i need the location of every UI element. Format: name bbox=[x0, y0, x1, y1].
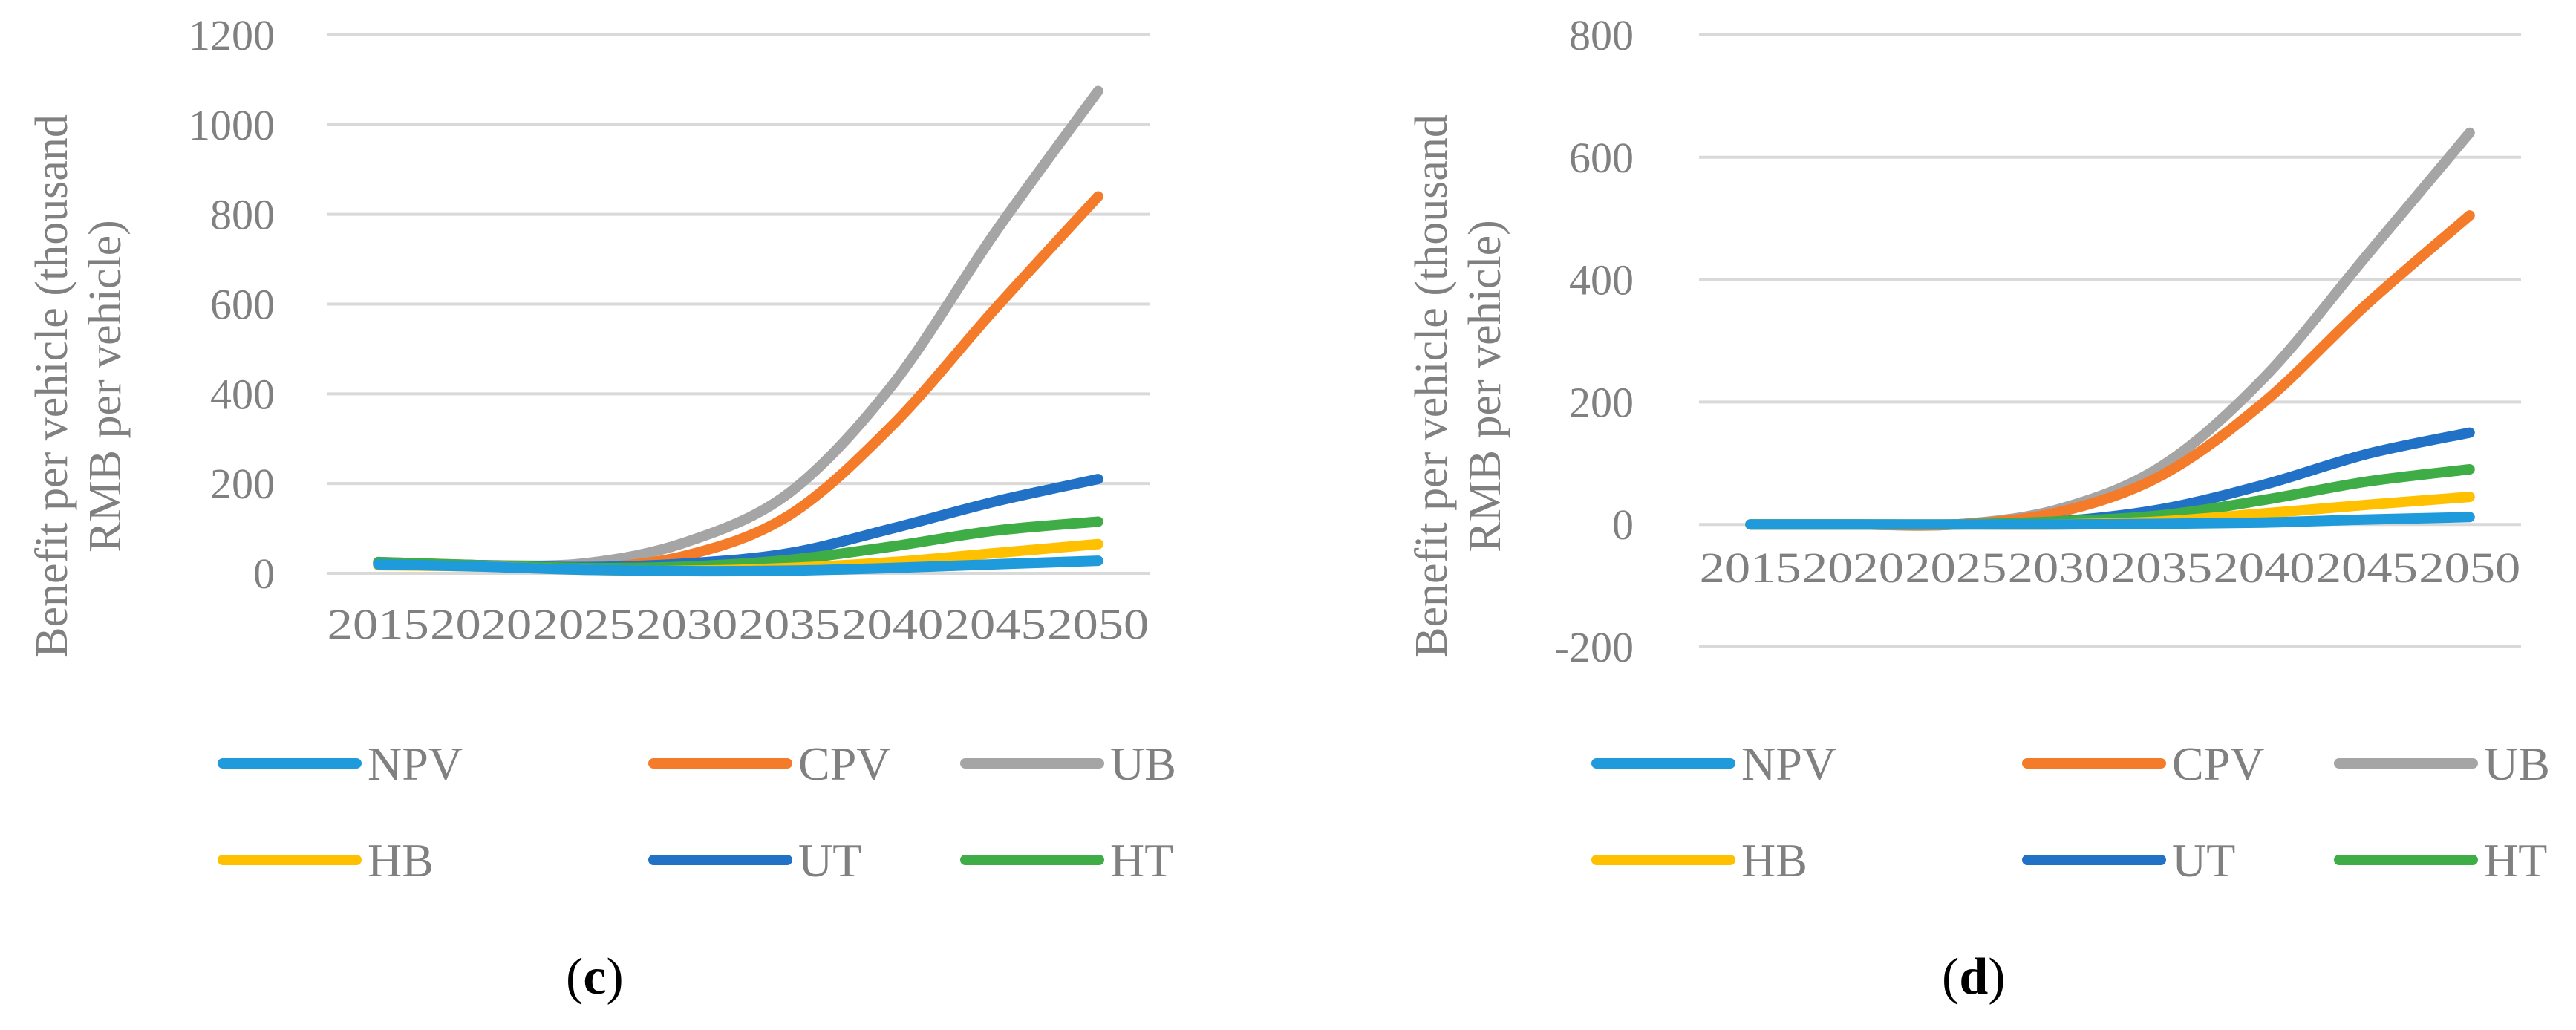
x-tick-label: 2015 bbox=[1700, 544, 1801, 592]
caption-close: ) bbox=[1988, 948, 2005, 1005]
y-tick-label: 200 bbox=[1569, 378, 1634, 426]
legend-label-ht: HT bbox=[1110, 834, 1173, 887]
y-axis-label: RMB per vehicle) bbox=[80, 220, 131, 553]
x-tick-label: 2020 bbox=[1802, 544, 1904, 592]
x-tick-label: 2025 bbox=[1905, 544, 2006, 592]
figure-caption: (c) bbox=[566, 948, 624, 1005]
legend-label-ut: UT bbox=[798, 834, 861, 887]
y-tick-label: -200 bbox=[1555, 623, 1634, 671]
legend-label-ub: UB bbox=[1110, 737, 1176, 790]
y-tick-label: 1200 bbox=[189, 11, 275, 59]
x-tick-label: 2035 bbox=[2110, 544, 2212, 592]
series-line-ub bbox=[1745, 127, 2475, 531]
legend-label-ht: HT bbox=[2484, 834, 2547, 887]
y-tick-label: 1000 bbox=[189, 101, 275, 149]
legend-label-npv: NPV bbox=[1741, 737, 1836, 790]
x-tick-label: 2050 bbox=[1047, 600, 1149, 648]
y-tick-label: 800 bbox=[210, 191, 275, 239]
y-tick-label: 600 bbox=[1569, 134, 1634, 182]
legend-label-cpv: CPV bbox=[2172, 737, 2265, 790]
x-tick-label: 2040 bbox=[841, 600, 943, 648]
x-tick-label: 2015 bbox=[327, 600, 429, 648]
x-tick-label: 2040 bbox=[2214, 544, 2315, 592]
series-line-npv bbox=[373, 555, 1103, 577]
y-tick-label: 600 bbox=[210, 281, 275, 329]
x-tick-label: 2025 bbox=[533, 600, 635, 648]
series-line-npv bbox=[1745, 512, 2475, 530]
legend-label-hb: HB bbox=[368, 834, 434, 887]
y-tick-label: 0 bbox=[1612, 501, 1634, 549]
y-tick-label: 0 bbox=[253, 550, 275, 598]
legend-label-ub: UB bbox=[2484, 737, 2550, 790]
x-tick-label: 2050 bbox=[2419, 544, 2520, 592]
x-tick-label: 2045 bbox=[945, 600, 1046, 648]
chart-c: 0 200 400 600 800 1000 1200 2015 2020 2025 2030 203… bbox=[27, 11, 1176, 1005]
y-tick-label: 400 bbox=[210, 370, 275, 418]
x-tick-label: 2020 bbox=[430, 600, 532, 648]
x-tick-label: 2030 bbox=[2008, 544, 2110, 592]
x-tick-label: 2045 bbox=[2316, 544, 2418, 592]
figure-caption: (d) bbox=[1942, 948, 2006, 1005]
caption-letter: c bbox=[583, 948, 606, 1005]
legend-label-cpv: CPV bbox=[798, 737, 891, 790]
y-axis-label: Benefit per vehicle (thousand bbox=[1406, 114, 1457, 658]
series-line-cpv bbox=[373, 191, 1103, 574]
caption-close: ) bbox=[606, 948, 623, 1005]
series-line-ub bbox=[373, 85, 1103, 571]
y-tick-label: 200 bbox=[210, 460, 275, 508]
caption-letter: d bbox=[1959, 948, 1988, 1005]
y-tick-label: 400 bbox=[1569, 256, 1634, 304]
caption-open: ( bbox=[566, 948, 583, 1005]
x-tick-label: 2030 bbox=[636, 600, 737, 648]
x-tick-label: 2035 bbox=[739, 600, 841, 648]
y-axis-label: RMB per vehicle) bbox=[1460, 220, 1510, 553]
y-tick-label: 800 bbox=[1569, 11, 1634, 59]
y-axis-label: Benefit per vehicle (thousand bbox=[27, 114, 77, 658]
caption-open: ( bbox=[1942, 948, 1959, 1005]
legend-label-ut: UT bbox=[2172, 834, 2235, 887]
legend-label-hb: HB bbox=[1741, 834, 1807, 887]
legend-label-npv: NPV bbox=[368, 737, 463, 790]
